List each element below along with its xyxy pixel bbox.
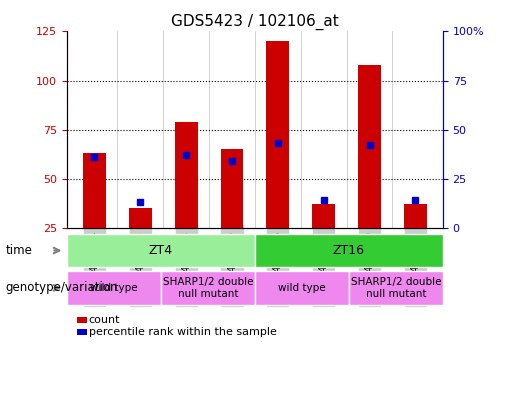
Text: count: count [89,315,120,325]
Bar [220,149,244,228]
Bar [358,65,381,228]
Bar [312,204,335,228]
Bar [404,204,427,228]
Text: genotype/variation: genotype/variation [5,281,117,294]
Text: percentile rank within the sample: percentile rank within the sample [89,327,277,337]
Text: wild type: wild type [278,283,325,293]
Text: ZT4: ZT4 [149,244,173,257]
Text: wild type: wild type [90,283,138,293]
Bar [83,153,106,228]
Text: time: time [5,244,32,257]
Bar [129,208,152,228]
Bar [266,41,289,228]
Bar [175,122,198,228]
Text: ZT16: ZT16 [333,244,365,257]
Text: SHARP1/2 double
null mutant: SHARP1/2 double null mutant [163,277,253,299]
Text: SHARP1/2 double
null mutant: SHARP1/2 double null mutant [351,277,441,299]
Title: GDS5423 / 102106_at: GDS5423 / 102106_at [171,14,339,30]
